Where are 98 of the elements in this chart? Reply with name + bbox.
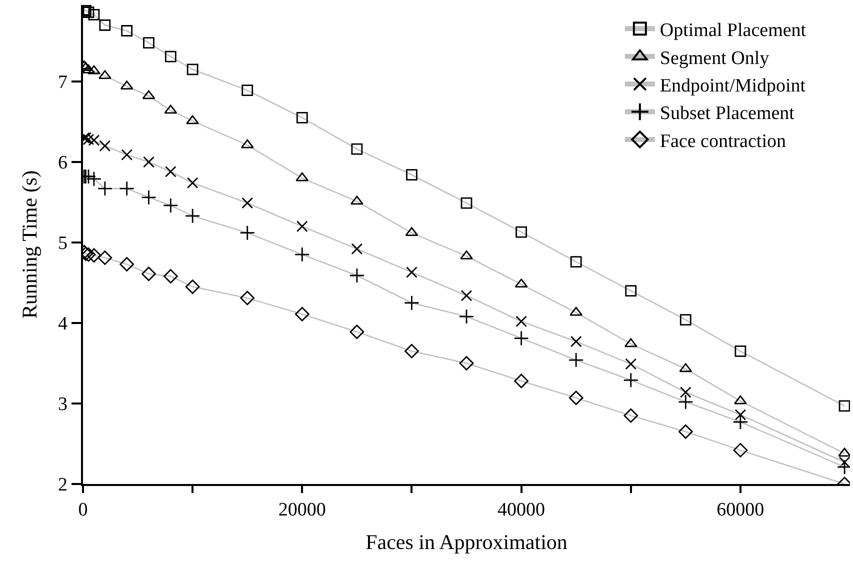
point bbox=[143, 156, 154, 168]
point bbox=[514, 278, 528, 288]
x-tick-label: 40000 bbox=[498, 500, 546, 521]
point bbox=[405, 227, 418, 236]
point bbox=[460, 290, 472, 302]
point bbox=[351, 243, 363, 255]
point bbox=[186, 177, 198, 189]
point bbox=[142, 266, 156, 282]
point bbox=[143, 37, 154, 49]
point bbox=[570, 256, 582, 268]
point bbox=[678, 394, 694, 410]
point bbox=[294, 246, 310, 262]
point bbox=[568, 390, 584, 406]
legend-label: Face contraction bbox=[660, 130, 786, 152]
point bbox=[87, 65, 100, 74]
point bbox=[86, 248, 102, 263]
point bbox=[97, 180, 113, 196]
point bbox=[88, 8, 100, 20]
point bbox=[98, 250, 112, 265]
legend-label: Segment Only bbox=[660, 48, 770, 69]
point bbox=[162, 198, 178, 214]
point bbox=[568, 352, 584, 368]
legend-label: Subset Placement bbox=[660, 103, 796, 124]
point bbox=[164, 166, 176, 178]
point bbox=[570, 336, 582, 348]
point bbox=[184, 208, 200, 224]
point bbox=[624, 408, 638, 423]
y-axis-title: Running Time (s) bbox=[18, 170, 42, 319]
point bbox=[294, 306, 310, 322]
point bbox=[625, 285, 637, 296]
legend-label: Endpoint/Midpoint bbox=[660, 75, 806, 96]
point bbox=[624, 338, 638, 348]
point bbox=[120, 80, 134, 90]
point bbox=[458, 308, 474, 324]
point bbox=[240, 225, 256, 241]
y-tick-label: 4 bbox=[58, 314, 68, 335]
point bbox=[459, 356, 474, 370]
y-tick-label: 2 bbox=[58, 474, 68, 496]
point bbox=[351, 143, 363, 155]
point bbox=[516, 226, 527, 238]
point bbox=[733, 442, 748, 458]
y-tick-label: 5 bbox=[58, 233, 68, 254]
point bbox=[514, 330, 529, 346]
point bbox=[121, 149, 133, 160]
point bbox=[164, 104, 178, 114]
point bbox=[99, 140, 111, 152]
point bbox=[734, 395, 747, 404]
point bbox=[349, 268, 365, 284]
point bbox=[296, 220, 308, 232]
point bbox=[141, 190, 156, 206]
point bbox=[240, 139, 254, 148]
point bbox=[734, 345, 746, 357]
point bbox=[838, 400, 850, 412]
legend-label: Optimal Placement bbox=[660, 20, 807, 42]
point bbox=[242, 197, 254, 209]
point bbox=[164, 50, 176, 62]
point bbox=[679, 363, 692, 372]
point bbox=[404, 344, 419, 358]
point bbox=[186, 64, 198, 76]
y-tick-label: 6 bbox=[58, 152, 68, 174]
point bbox=[83, 64, 95, 74]
point bbox=[185, 280, 200, 294]
point bbox=[350, 196, 364, 205]
x-tick-label: 20000 bbox=[278, 500, 326, 521]
point bbox=[680, 314, 692, 326]
point bbox=[514, 374, 528, 388]
point bbox=[838, 448, 850, 457]
point bbox=[186, 115, 200, 124]
point bbox=[121, 25, 133, 36]
point bbox=[680, 386, 692, 398]
x-tick-label: 60000 bbox=[716, 500, 764, 521]
point bbox=[240, 290, 255, 306]
point bbox=[625, 358, 637, 370]
point bbox=[119, 180, 135, 196]
y-tick-label: 3 bbox=[58, 394, 68, 416]
point bbox=[623, 372, 639, 388]
point bbox=[350, 324, 364, 340]
x-axis-title: Faces in Approximation bbox=[366, 530, 568, 554]
point bbox=[163, 269, 178, 284]
point bbox=[86, 171, 102, 187]
point bbox=[404, 295, 420, 311]
point bbox=[516, 316, 527, 328]
point bbox=[296, 112, 308, 124]
point bbox=[120, 257, 134, 272]
point bbox=[406, 266, 418, 278]
point bbox=[678, 424, 693, 439]
point bbox=[99, 19, 111, 31]
point bbox=[296, 172, 309, 182]
point bbox=[406, 169, 418, 181]
point bbox=[142, 90, 156, 100]
point bbox=[98, 70, 112, 80]
point bbox=[83, 6, 94, 18]
point bbox=[460, 250, 473, 260]
point bbox=[242, 84, 254, 96]
y-tick-label: 7 bbox=[58, 72, 68, 94]
point bbox=[570, 306, 583, 316]
x-tick-label: 0 bbox=[78, 500, 88, 521]
point bbox=[460, 197, 472, 209]
